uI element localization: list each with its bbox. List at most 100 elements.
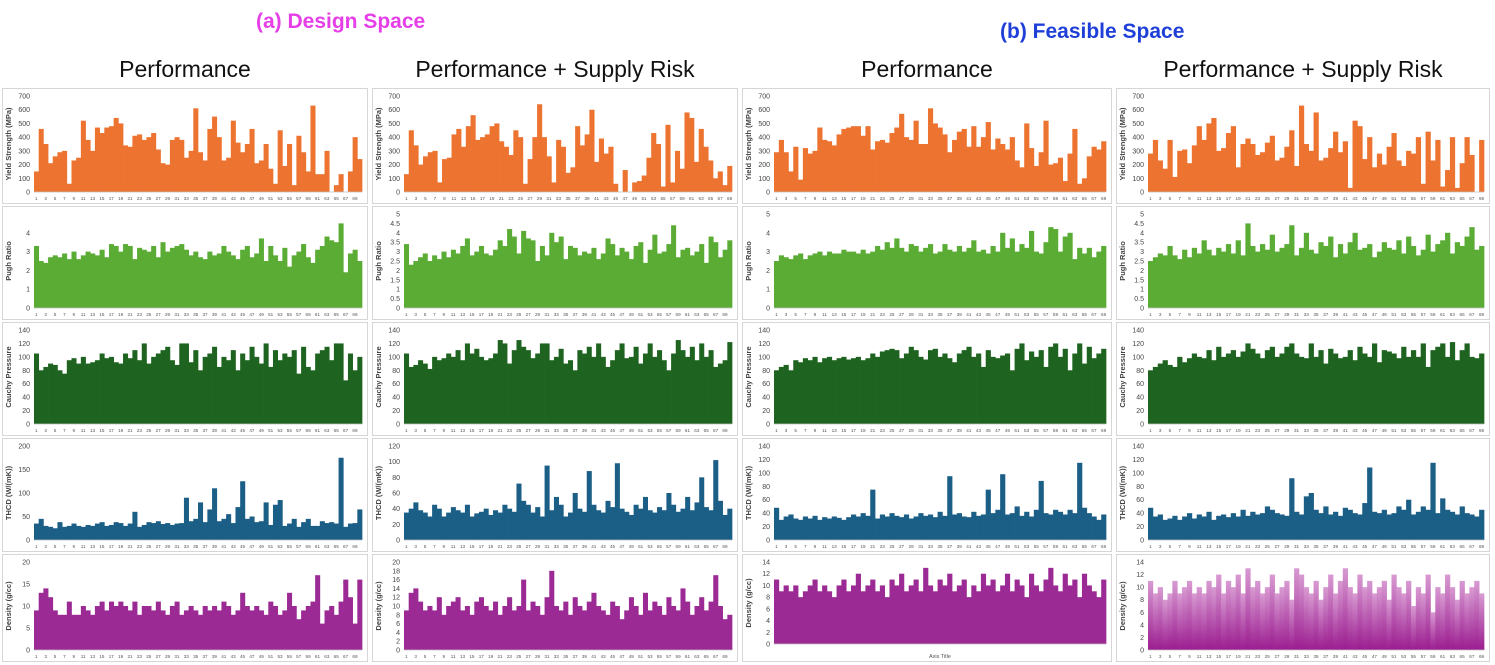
x-tick-label: 29 — [1284, 654, 1290, 659]
bar — [778, 519, 784, 540]
bar — [1225, 133, 1232, 192]
bar — [1420, 593, 1426, 650]
bar — [179, 614, 185, 650]
x-tick-label: 63 — [699, 196, 705, 201]
bar — [807, 153, 813, 192]
x-tick-label: 9 — [443, 544, 446, 549]
bar — [1230, 513, 1236, 540]
y-tick-label: 20 — [22, 560, 30, 567]
bar — [1196, 356, 1202, 424]
bar — [132, 259, 138, 308]
x-tick-label: 31 — [1294, 654, 1300, 659]
x-tick-label: 5 — [54, 312, 57, 317]
x-tick-label: 25 — [146, 196, 152, 201]
x-tick-label: 37 — [947, 544, 953, 549]
y-tick-label: 0 — [1140, 190, 1144, 197]
y-tick-label: 0 — [1140, 648, 1144, 655]
x-tick-label: 57 — [666, 544, 672, 549]
x-tick-label: 11 — [452, 196, 457, 201]
bar — [272, 350, 279, 424]
bar — [193, 610, 199, 650]
bar — [277, 500, 283, 540]
bar — [596, 259, 602, 308]
bar — [427, 261, 433, 308]
x-tick-label: 55 — [657, 428, 663, 433]
bar — [817, 591, 823, 644]
x-tick-label: 13 — [1206, 312, 1212, 317]
y-tick-label: 0.5 — [1134, 296, 1144, 303]
x-tick-label: 37 — [947, 428, 953, 433]
bar — [1152, 516, 1159, 540]
x-tick-label: 65 — [334, 428, 340, 433]
design-space-title: (a) Design Space — [256, 10, 426, 33]
bar — [812, 579, 818, 644]
bar — [708, 236, 714, 308]
bar — [188, 521, 194, 540]
x-tick-label: 11 — [451, 428, 456, 433]
bar — [127, 146, 133, 192]
bar — [141, 524, 147, 540]
bar — [535, 507, 541, 540]
bar — [1081, 573, 1088, 644]
bar — [1415, 511, 1422, 540]
bar — [651, 133, 657, 192]
bar — [1264, 142, 1271, 192]
x-tick-label: 25 — [1265, 654, 1271, 659]
bar — [38, 370, 44, 424]
bar — [638, 363, 644, 424]
x-tick-label: 15 — [1216, 654, 1222, 659]
bar — [352, 623, 358, 650]
y-tick-label: 60 — [1136, 381, 1144, 388]
bar — [1000, 144, 1006, 192]
bar — [952, 251, 958, 308]
x-tick-label: 41 — [221, 312, 227, 317]
bar — [57, 614, 63, 650]
bar — [549, 360, 555, 424]
y-tick-label: 2 — [1140, 268, 1144, 275]
bar — [52, 255, 58, 308]
bar — [1337, 515, 1344, 540]
bar — [441, 614, 447, 650]
bar — [324, 610, 330, 650]
bar — [427, 606, 433, 650]
bar — [778, 366, 784, 424]
bar — [478, 511, 485, 540]
bar — [544, 255, 550, 308]
x-tick-label: 23 — [137, 544, 143, 549]
bar — [698, 128, 704, 192]
bar — [1435, 244, 1441, 308]
x-tick-label: 15 — [841, 312, 847, 317]
bar — [1381, 509, 1387, 540]
x-tick-label: 17 — [1226, 544, 1232, 549]
x-tick-label: 3 — [44, 428, 47, 433]
bar — [684, 112, 690, 192]
bar — [169, 360, 175, 424]
bar — [1019, 244, 1025, 308]
bar — [179, 523, 185, 540]
x-tick-label: 9 — [814, 196, 817, 201]
x-tick-label: 3 — [414, 544, 417, 549]
bar — [66, 601, 72, 650]
bar — [268, 601, 274, 650]
y-tick-label: 5 — [26, 626, 30, 633]
x-tick-label: 17 — [109, 544, 115, 549]
bar — [831, 253, 837, 308]
bar — [151, 245, 157, 308]
bar — [619, 508, 625, 540]
bar — [183, 249, 189, 308]
bar — [1406, 356, 1412, 424]
y-tick-label: 20 — [392, 408, 400, 415]
bar — [1459, 506, 1465, 540]
y-tick-label: 1.5 — [390, 277, 400, 284]
x-tick-label: 67 — [713, 544, 719, 549]
bar — [1033, 251, 1039, 308]
bar — [1342, 253, 1348, 308]
x-tick-label: 1 — [775, 544, 778, 549]
bar — [807, 585, 813, 644]
bar — [976, 251, 982, 308]
bar — [1381, 164, 1387, 192]
bar — [174, 137, 180, 192]
bar — [301, 152, 307, 192]
x-tick-label: 57 — [1043, 544, 1049, 549]
